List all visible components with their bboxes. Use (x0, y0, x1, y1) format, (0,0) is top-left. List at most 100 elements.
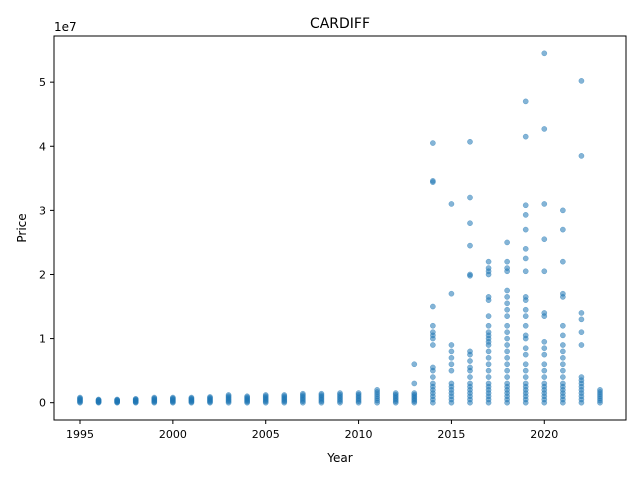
data-point (541, 310, 548, 316)
data-point (485, 354, 492, 361)
x-axis: 1995 2000 2005 2010 2015 2020 (66, 420, 558, 441)
data-point (448, 380, 455, 387)
data-point (448, 290, 455, 297)
data-point (504, 287, 510, 294)
data-point (485, 294, 492, 300)
data-point (541, 361, 548, 368)
data-point (300, 390, 306, 397)
data-point (541, 367, 548, 374)
data-point (504, 374, 510, 380)
data-point (132, 395, 139, 402)
y-tick-label: 5 (39, 76, 46, 89)
data-point (411, 380, 418, 387)
data-point (430, 178, 436, 184)
data-point (485, 265, 492, 271)
y-tick-label: 3 (39, 204, 46, 217)
data-point (504, 342, 510, 348)
data-point (448, 201, 455, 207)
data-point (541, 380, 548, 387)
data-point (467, 364, 473, 371)
data-point (448, 354, 455, 361)
data-point (522, 380, 529, 387)
data-point (560, 348, 566, 355)
data-point (504, 239, 510, 246)
data-point (355, 390, 362, 396)
data-point (522, 255, 529, 262)
data-point (485, 367, 492, 374)
data-point (560, 342, 566, 348)
data-point (392, 390, 399, 396)
data-point (560, 361, 566, 368)
data-point (485, 348, 492, 355)
data-point (522, 367, 529, 374)
data-point (374, 387, 380, 393)
points-layer (77, 50, 603, 406)
data-point (578, 153, 585, 159)
data-point (467, 358, 473, 364)
data-point (504, 322, 510, 329)
data-point (541, 338, 548, 345)
data-point (430, 322, 436, 329)
data-point (504, 294, 510, 300)
data-point (430, 364, 436, 371)
data-point (448, 367, 455, 374)
data-point (522, 268, 529, 275)
y-tick-label: 2 (39, 268, 46, 281)
data-point (560, 226, 566, 233)
data-point (578, 316, 585, 323)
y-axis-multiplier: 1e7 (54, 20, 77, 34)
y-tick-label: 0 (39, 397, 46, 410)
data-point (485, 374, 492, 380)
data-point (522, 322, 529, 329)
data-point (578, 78, 585, 84)
data-point (467, 138, 473, 145)
data-point (522, 351, 529, 358)
data-point (541, 50, 548, 57)
data-point (504, 300, 510, 307)
data-point (504, 335, 510, 342)
data-point (207, 394, 213, 400)
data-point (430, 380, 436, 387)
data-point (448, 361, 455, 368)
data-point (504, 380, 510, 387)
data-point (467, 271, 473, 278)
chart-title: CARDIFF (310, 16, 370, 32)
data-point (578, 329, 585, 336)
x-tick-label: 1995 (66, 428, 94, 441)
data-point (522, 374, 529, 380)
data-point (541, 351, 548, 358)
data-point (560, 380, 566, 387)
data-point (95, 396, 102, 403)
data-point (541, 126, 548, 132)
data-point (560, 290, 566, 297)
data-point (151, 394, 158, 401)
data-point (467, 348, 473, 355)
data-point (522, 226, 529, 233)
data-point (504, 348, 510, 355)
data-point (541, 345, 548, 352)
data-point (244, 393, 250, 400)
data-point (560, 258, 566, 265)
data-point (485, 329, 492, 336)
data-point (541, 236, 548, 243)
data-point (430, 303, 436, 310)
data-point (522, 332, 529, 339)
y-tick-label: 4 (39, 140, 46, 153)
data-point (522, 361, 529, 368)
data-point (504, 258, 510, 265)
x-tick-label: 2015 (437, 428, 465, 441)
data-point (522, 245, 529, 252)
data-point (504, 265, 510, 271)
data-point (188, 394, 195, 401)
data-point (578, 342, 585, 348)
data-point (467, 220, 473, 227)
y-axis-label: Price (15, 213, 29, 242)
data-point (560, 207, 566, 214)
data-point (504, 313, 510, 319)
data-point (448, 348, 455, 355)
x-tick-label: 2010 (345, 428, 373, 441)
data-point (522, 133, 529, 140)
data-point (522, 98, 529, 105)
data-point (170, 394, 176, 401)
data-point (411, 390, 418, 396)
